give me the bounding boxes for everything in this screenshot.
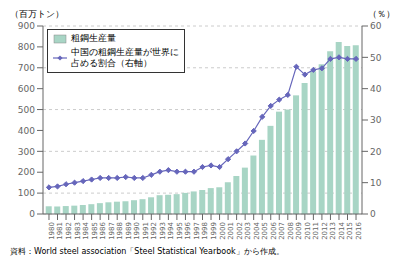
svg-text:0: 0 [370,209,376,219]
svg-text:2016: 2016 [355,221,363,239]
svg-text:2002: 2002 [236,222,244,240]
svg-text:2003: 2003 [244,222,252,240]
svg-text:1988: 1988 [116,222,124,240]
svg-text:700: 700 [18,63,35,73]
svg-text:1986: 1986 [99,221,107,239]
svg-text:2005: 2005 [261,222,269,240]
html-text:資料：World steel association「Ste: 資料：World steel association「Steel Statist… [10,247,284,256]
svg-text:2000: 2000 [219,222,227,240]
svg-text:1984: 1984 [82,221,90,239]
svg-text:1994: 1994 [167,221,175,239]
svg-text:1997: 1997 [193,222,201,240]
svg-text:1993: 1993 [159,222,167,240]
html-text:中国の粗鋼生産量が世界に: 中国の粗鋼生産量が世界に [71,47,179,57]
svg-text:60: 60 [370,21,382,31]
svg-text:2014: 2014 [338,221,346,239]
svg-text:900: 900 [18,21,35,31]
svg-text:800: 800 [18,42,35,52]
svg-text:500: 500 [18,105,35,115]
svg-text:1981: 1981 [56,222,64,240]
svg-text:1995: 1995 [176,222,184,240]
svg-text:400: 400 [18,126,35,136]
svg-text:1992: 1992 [150,222,158,240]
svg-text:200: 200 [18,167,35,177]
svg-text:2013: 2013 [329,222,337,240]
svg-text:600: 600 [18,84,35,94]
svg-text:2004: 2004 [253,221,261,239]
svg-text:20: 20 [370,147,382,157]
svg-text:2008: 2008 [287,222,295,240]
svg-text:1990: 1990 [133,222,141,240]
svg-text:2015: 2015 [346,222,354,240]
svg-text:100: 100 [18,188,35,198]
html-text:（百万トン）: （百万トン） [10,9,64,19]
svg-text:1989: 1989 [125,222,133,240]
svg-text:0: 0 [29,209,35,219]
svg-text:2010: 2010 [304,222,312,240]
svg-text:50: 50 [370,53,382,63]
svg-text:2007: 2007 [278,222,286,240]
svg-text:1998: 1998 [201,222,209,240]
svg-text:2012: 2012 [321,222,329,240]
html-text:占める割合（右軸）: 占める割合（右軸） [71,58,152,68]
svg-text:1983: 1983 [74,222,82,240]
svg-text:30: 30 [370,115,382,125]
svg-text:10: 10 [370,178,382,188]
svg-text:2009: 2009 [295,222,303,240]
svg-text:2006: 2006 [270,221,278,239]
svg-text:40: 40 [370,84,382,94]
svg-text:1999: 1999 [210,222,218,240]
svg-text:1982: 1982 [65,222,73,240]
svg-text:1996: 1996 [184,221,192,239]
html-text:粗鋼生産量: 粗鋼生産量 [71,33,116,43]
svg-text:2011: 2011 [312,222,320,240]
svg-text:2001: 2001 [227,222,235,240]
svg-text:1985: 1985 [91,222,99,240]
svg-text:1980: 1980 [48,222,56,240]
svg-text:1991: 1991 [142,222,150,240]
svg-text:1987: 1987 [108,222,116,240]
svg-text:300: 300 [18,147,35,157]
